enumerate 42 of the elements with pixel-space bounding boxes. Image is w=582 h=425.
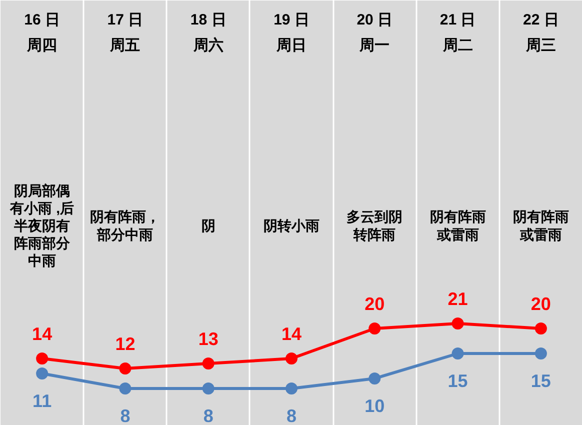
text: 阴有阵雨，部分中雨	[90, 208, 160, 242]
text: 阴有阵雨或雷雨	[430, 208, 486, 242]
point	[202, 358, 214, 370]
text: 阴转小雨	[264, 218, 320, 234]
data-label: 12	[115, 334, 136, 354]
data-label: 15	[448, 371, 468, 391]
point	[286, 382, 298, 394]
x-tick-label: 18 日周六	[190, 12, 226, 54]
x-tick-label: 17 日周五	[107, 12, 144, 54]
point	[534, 322, 547, 334]
data-label: 14	[281, 324, 302, 344]
x-tick-label: 19 日周日	[274, 12, 310, 54]
point	[368, 372, 381, 384]
text: 阴局部偶有小雨 ,后半夜阴有阵雨部分中雨	[9, 182, 74, 269]
point	[368, 322, 381, 334]
point	[534, 348, 547, 360]
data-label: 10	[364, 396, 385, 416]
point	[202, 382, 214, 394]
text: 多云到阴转阵雨	[346, 208, 403, 242]
data-label: 14	[32, 324, 52, 344]
point	[119, 362, 132, 374]
x-tick-label: 22 日周三	[523, 12, 559, 54]
text: 阴	[201, 218, 216, 234]
data-label: 11	[32, 391, 52, 411]
data-label: 8	[203, 406, 214, 425]
data-label: 21	[448, 289, 468, 309]
data-label: 8	[120, 406, 130, 425]
x-tick-label: 20 日周一	[356, 12, 393, 54]
point	[452, 348, 464, 360]
data-label: 8	[286, 406, 297, 425]
point	[452, 318, 464, 330]
data-label: 13	[198, 329, 218, 349]
point	[36, 352, 48, 364]
data-label: 15	[530, 371, 551, 391]
point	[119, 382, 132, 394]
text: 阴有阵雨或雷雨	[512, 208, 569, 242]
x-tick-label: 21 日周二	[440, 12, 476, 54]
point	[286, 352, 298, 364]
data-label: 20	[530, 294, 551, 314]
x-tick-label: 16 日周四	[24, 12, 60, 54]
data-label: 20	[364, 294, 385, 314]
point	[36, 368, 48, 380]
